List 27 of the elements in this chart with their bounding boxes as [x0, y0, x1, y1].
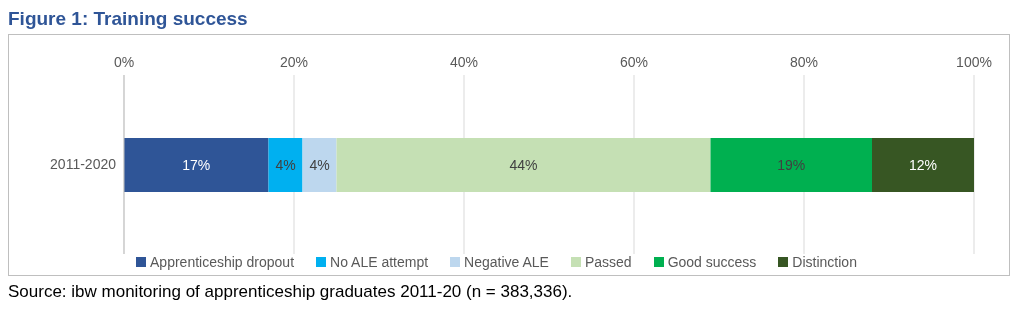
- legend-label: Good success: [667, 254, 757, 270]
- data-label: 4%: [309, 157, 330, 173]
- x-tick-label: 20%: [279, 54, 309, 70]
- legend-label: Passed: [584, 254, 632, 270]
- legend-label: No ALE attempt: [330, 254, 429, 270]
- bar: [872, 138, 974, 192]
- bar: [336, 138, 711, 192]
- x-tick-label: 60%: [619, 54, 649, 70]
- data-label: 4%: [275, 157, 296, 173]
- x-tick-label: 0%: [113, 54, 135, 70]
- x-tick-label: 80%: [789, 54, 819, 70]
- data-label: 17%: [182, 157, 211, 173]
- x-tick-label: 100%: [956, 54, 992, 70]
- source-note: Source: ibw monitoring of apprenticeship graduates 2011-20 (n = 383,336).: [8, 282, 574, 302]
- bar: [268, 138, 303, 192]
- legend-label: Negative ALE: [464, 254, 549, 270]
- bar: [302, 138, 337, 192]
- y-tick-label: 2011-2020: [50, 156, 117, 173]
- bar: [124, 138, 269, 192]
- chart-title: Figure 1: Training success: [8, 8, 249, 30]
- x-tick-label: 40%: [449, 54, 479, 70]
- data-label: 44%: [509, 157, 538, 173]
- data-label: 12%: [908, 157, 938, 173]
- legend-label: Distinction: [792, 254, 857, 270]
- legend-label: Apprenticeship dropout: [150, 254, 295, 270]
- bar: [710, 138, 872, 192]
- data-label: 19%: [777, 157, 806, 173]
